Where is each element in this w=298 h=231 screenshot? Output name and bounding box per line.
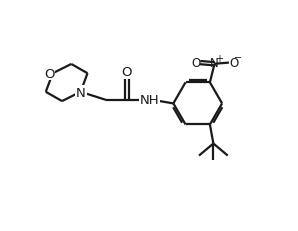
Text: O: O [44, 67, 54, 80]
Text: N: N [76, 87, 86, 100]
Text: O: O [191, 57, 200, 70]
Text: NH: NH [140, 94, 159, 107]
Text: O: O [122, 66, 132, 79]
Text: N: N [210, 57, 219, 70]
Text: +: + [215, 54, 223, 64]
Text: −: − [234, 53, 242, 63]
Text: O: O [229, 57, 238, 70]
